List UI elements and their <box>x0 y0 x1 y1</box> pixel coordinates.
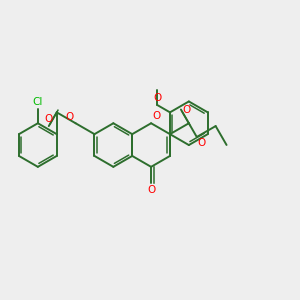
Text: O: O <box>152 111 160 121</box>
Text: O: O <box>198 138 206 148</box>
Text: Cl: Cl <box>33 98 43 107</box>
Text: O: O <box>153 93 161 103</box>
Text: O: O <box>65 112 74 122</box>
Text: O: O <box>147 185 155 195</box>
Text: O: O <box>45 114 53 124</box>
Text: O: O <box>182 104 190 115</box>
